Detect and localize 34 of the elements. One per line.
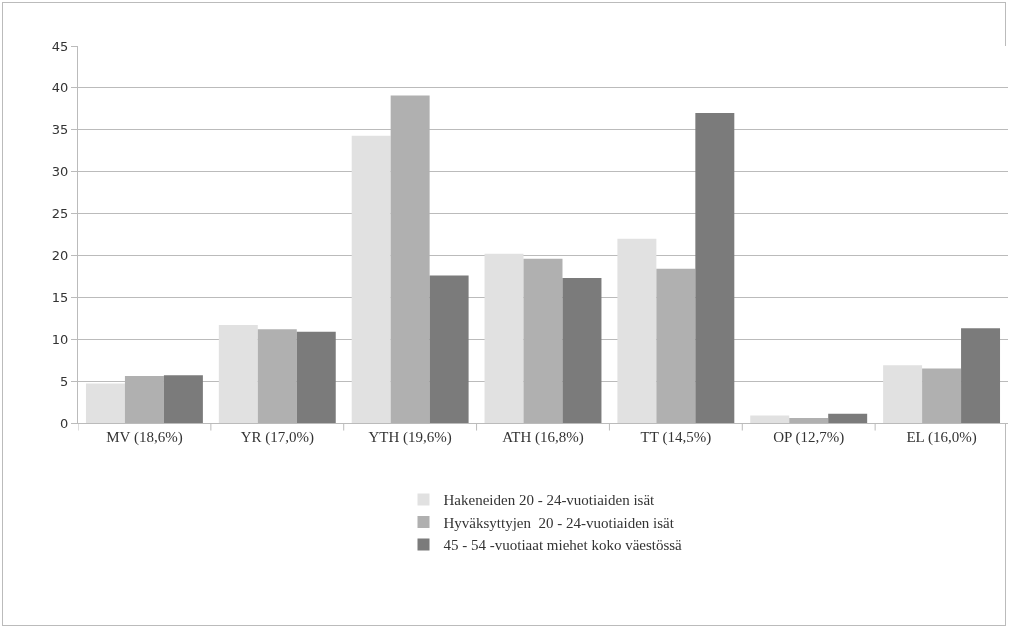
y-tick-label: 0 xyxy=(60,415,69,431)
y-tick-label: 20 xyxy=(51,247,69,263)
bar xyxy=(883,365,923,423)
bar xyxy=(695,113,735,423)
bar xyxy=(163,375,203,423)
x-tick-label: EL (16,0%) xyxy=(906,429,977,446)
x-tick-label: YTH (19,6%) xyxy=(368,429,452,446)
y-tick-label: 30 xyxy=(51,164,69,180)
x-tick-label: YR (17,0%) xyxy=(240,429,314,446)
y-tick-label: 45 xyxy=(51,38,69,54)
bar xyxy=(351,135,391,423)
y-tick-label: 10 xyxy=(51,331,69,347)
y-tick-label: 35 xyxy=(51,122,69,138)
bar xyxy=(296,331,336,423)
y-tick-label: 40 xyxy=(51,80,69,96)
y-tick-label: 25 xyxy=(51,206,69,222)
x-tick-label: MV (18,6%) xyxy=(106,429,183,446)
bar xyxy=(961,328,1001,423)
bar xyxy=(429,275,469,423)
legend-label: Hyväksyttyjen 20 - 24-vuotiaiden isät xyxy=(443,514,675,531)
legend-label: 45 - 54 -vuotiaat miehet koko väestössä xyxy=(443,537,683,554)
y-tick-label: 15 xyxy=(51,289,69,305)
x-tick-label: TT (14,5%) xyxy=(640,429,712,446)
x-tick-label: OP (12,7%) xyxy=(773,429,845,446)
bar xyxy=(750,415,790,423)
x-tick-label: ATH (16,8%) xyxy=(502,429,584,446)
y-tick-label: 5 xyxy=(60,373,69,389)
bar xyxy=(218,324,258,423)
bar xyxy=(828,413,868,423)
legend-label: Hakeneiden 20 - 24-vuotiaiden isät xyxy=(443,492,656,509)
bar xyxy=(484,253,524,423)
bar xyxy=(85,383,125,423)
bar xyxy=(617,238,657,423)
bar xyxy=(562,278,602,423)
